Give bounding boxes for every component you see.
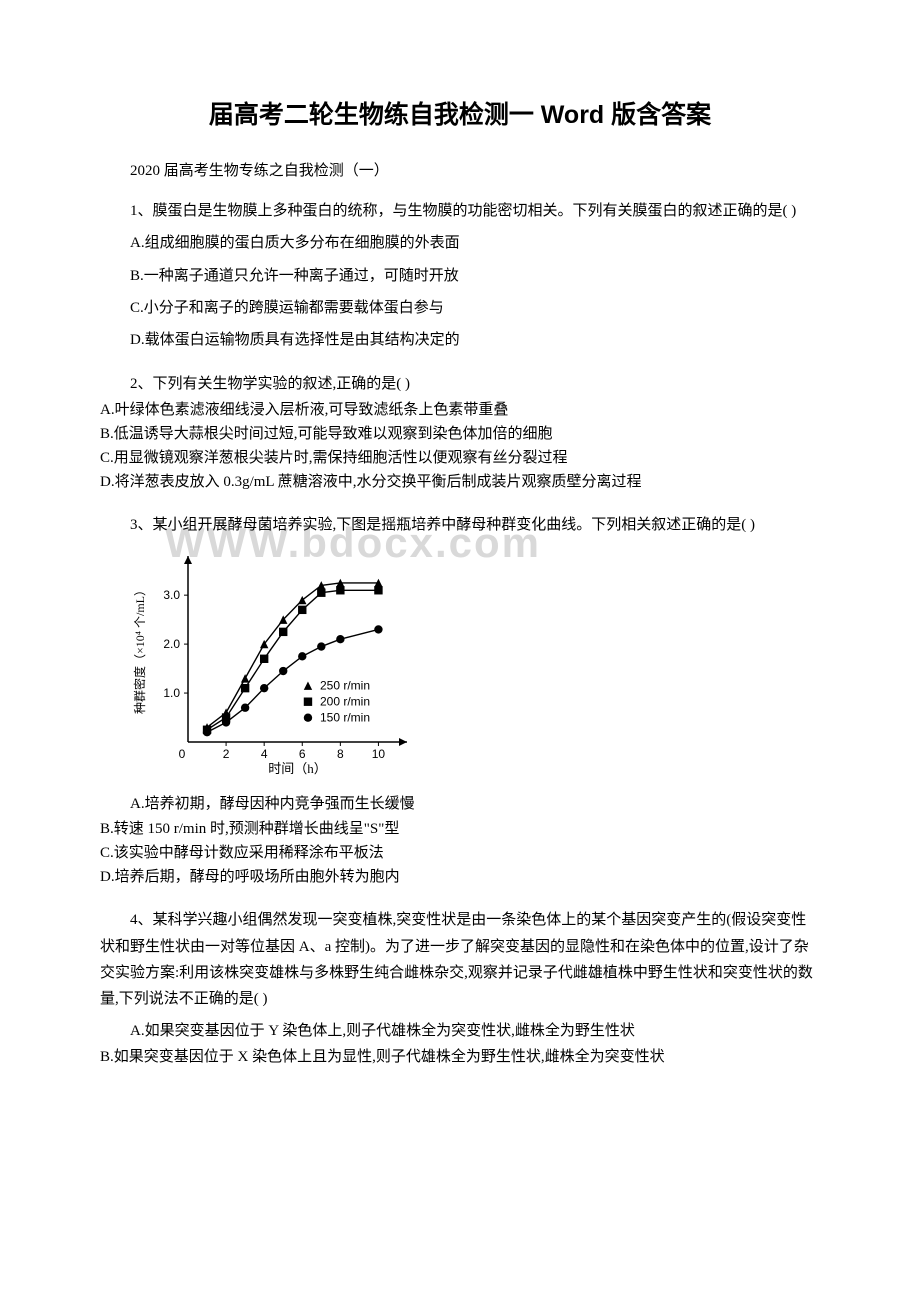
svg-text:3.0: 3.0 [163, 588, 180, 602]
svg-text:种群密度（×10⁴ 个/mL）: 种群密度（×10⁴ 个/mL） [132, 584, 147, 714]
svg-text:2: 2 [223, 747, 230, 761]
q2-option-b: B.低温诱导大蒜根尖时间过短,可能导致难以观察到染色体加倍的细胞 [100, 422, 820, 446]
q2-option-d: D.将洋葱表皮放入 0.3g/mL 蔗糖溶液中,水分交换平衡后制成装片观察质壁分… [100, 470, 820, 494]
q1-stem: 1、膜蛋白是生物膜上多种蛋白的统称，与生物膜的功能密切相关。下列有关膜蛋白的叙述… [100, 198, 820, 224]
q3-stem: 3、某小组开展酵母菌培养实验,下图是摇瓶培养中酵母种群变化曲线。下列相关叙述正确… [100, 512, 820, 538]
svg-text:0: 0 [179, 747, 186, 761]
q1-option-c: C.小分子和离子的跨膜运输都需要载体蛋白参与 [100, 295, 820, 321]
svg-text:10: 10 [372, 747, 386, 761]
q1-option-a: A.组成细胞膜的蛋白质大多分布在细胞膜的外表面 [100, 230, 820, 256]
svg-text:250 r/min: 250 r/min [320, 678, 370, 692]
q4-option-b: B.如果突变基因位于 X 染色体上且为显性,则子代雄株全为野生性状,雌株全为突变… [100, 1045, 820, 1069]
svg-text:8: 8 [337, 747, 344, 761]
q3-option-c: C.该实验中酵母计数应采用稀释涂布平板法 [100, 841, 820, 865]
chart-svg: 1.0 2.0 3.0 0 2 4 6 8 10 时间（h） 种群密度（×10⁴ 个/mL） 250 … [130, 546, 415, 776]
question-3: 3、某小组开展酵母菌培养实验,下图是摇瓶培养中酵母种群变化曲线。下列相关叙述正确… [100, 512, 820, 890]
q3-option-d: D.培养后期，酵母的呼吸场所由胞外转为胞内 [100, 865, 820, 889]
q4-option-a: A.如果突变基因位于 Y 染色体上,则子代雄株全为突变性状,雌株全为野生性状 [100, 1018, 820, 1044]
q1-option-d: D.载体蛋白运输物质具有选择性是由其结构决定的 [100, 327, 820, 353]
page-title: 届高考二轮生物练自我检测一 Word 版含答案 [100, 95, 820, 131]
svg-text:200 r/min: 200 r/min [320, 694, 370, 708]
yeast-growth-chart: 1.0 2.0 3.0 0 2 4 6 8 10 时间（h） 种群密度（×10⁴ 个/mL） 250 … [130, 546, 820, 785]
svg-text:时间（h）: 时间（h） [268, 761, 327, 776]
question-1: 1、膜蛋白是生物膜上多种蛋白的统称，与生物膜的功能密切相关。下列有关膜蛋白的叙述… [100, 198, 820, 353]
q4-stem: 4、某科学兴趣小组偶然发现一突变植株,突变性状是由一条染色体上的某个基因突变产生… [100, 907, 820, 1012]
q3-option-b: B.转速 150 r/min 时,预测种群增长曲线呈"S"型 [100, 817, 820, 841]
doc-subtitle: 2020 届高考生物专练之自我检测（一） [100, 159, 820, 180]
svg-text:6: 6 [299, 747, 306, 761]
svg-text:1.0: 1.0 [163, 686, 180, 700]
q1-option-b: B.一种离子通道只允许一种离子通过，可随时开放 [100, 263, 820, 289]
q2-option-c: C.用显微镜观察洋葱根尖装片时,需保持细胞活性以便观察有丝分裂过程 [100, 446, 820, 470]
question-2: 2、下列有关生物学实验的叙述,正确的是( ) A.叶绿体色素滤液细线浸入层析液,… [100, 371, 820, 493]
svg-text:2.0: 2.0 [163, 637, 180, 651]
question-4: 4、某科学兴趣小组偶然发现一突变植株,突变性状是由一条染色体上的某个基因突变产生… [100, 907, 820, 1068]
q3-option-a: A.培养初期，酵母因种内竞争强而生长缓慢 [100, 791, 820, 817]
svg-text:4: 4 [261, 747, 268, 761]
q2-stem: 2、下列有关生物学实验的叙述,正确的是( ) [100, 371, 820, 397]
svg-text:150 r/min: 150 r/min [320, 710, 370, 724]
q2-option-a: A.叶绿体色素滤液细线浸入层析液,可导致滤纸条上色素带重叠 [100, 398, 820, 422]
